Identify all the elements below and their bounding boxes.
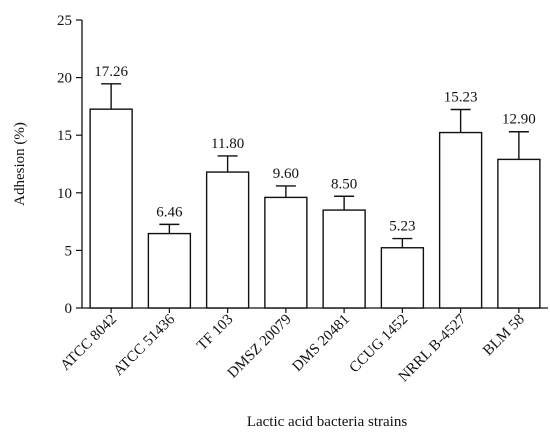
bar-3 bbox=[205, 171, 250, 309]
value-label-6: 5.23 bbox=[389, 219, 415, 235]
error-bar-7 bbox=[450, 108, 471, 133]
error-bar-8 bbox=[508, 131, 529, 160]
value-label-1: 17.26 bbox=[94, 64, 128, 80]
x-tick-label-3: TF 103 bbox=[194, 312, 236, 354]
bar-6 bbox=[380, 247, 425, 309]
error-bar-6 bbox=[392, 237, 413, 248]
y-tick-label: 25 bbox=[57, 13, 72, 29]
y-tick-label: 5 bbox=[65, 243, 73, 259]
x-tick-label-1: ATCC 8042 bbox=[58, 312, 120, 374]
y-tick-5: 5 bbox=[65, 243, 82, 259]
value-label-5: 8.50 bbox=[331, 176, 357, 192]
bar-5 bbox=[322, 209, 366, 309]
value-label-2: 6.46 bbox=[156, 204, 183, 220]
x-tick-label-6: CCUG 1452 bbox=[347, 312, 412, 377]
bar-1 bbox=[89, 108, 133, 309]
x-tick-label-5: DMS 20481 bbox=[289, 312, 352, 375]
y-tick-0: 0 bbox=[65, 301, 82, 317]
bar-4 bbox=[264, 196, 308, 309]
error-bar-2 bbox=[159, 223, 180, 234]
bars bbox=[89, 108, 541, 309]
y-tick-15: 15 bbox=[57, 128, 82, 144]
y-tick-label: 20 bbox=[57, 71, 72, 87]
bar-7 bbox=[438, 131, 483, 309]
error-bars bbox=[101, 83, 529, 248]
y-tick-25: 25 bbox=[57, 13, 82, 29]
value-labels: 17.26 6.46 11.80 9.60 8.50 5.23 15.23 12.90 bbox=[94, 64, 536, 235]
error-bar-1 bbox=[101, 83, 122, 110]
bar-2 bbox=[147, 232, 192, 309]
error-bar-3 bbox=[217, 155, 238, 173]
y-tick-label: 0 bbox=[65, 301, 73, 317]
x-axis-title: Lactic acid bacteria strains bbox=[247, 414, 407, 430]
y-tick-20: 20 bbox=[57, 71, 82, 87]
value-label-3: 11.80 bbox=[211, 136, 244, 152]
value-label-7: 15.23 bbox=[444, 90, 478, 106]
y-axis-title: Adhesion (%) bbox=[12, 122, 28, 206]
x-tick-label-2: ATCC 51436 bbox=[111, 311, 179, 379]
value-label-8: 12.90 bbox=[502, 112, 536, 128]
y-tick-label: 15 bbox=[57, 128, 72, 144]
y-tick-10: 10 bbox=[57, 186, 82, 202]
bar-8 bbox=[497, 158, 541, 309]
value-label-4: 9.60 bbox=[273, 166, 299, 182]
y-tick-label: 10 bbox=[57, 186, 72, 202]
y-axis-ticks: 0 5 10 15 20 25 bbox=[57, 13, 82, 317]
error-bar-5 bbox=[334, 195, 355, 211]
x-tick-label-8: BLM 58 bbox=[480, 312, 528, 360]
error-bar-4 bbox=[275, 185, 296, 198]
